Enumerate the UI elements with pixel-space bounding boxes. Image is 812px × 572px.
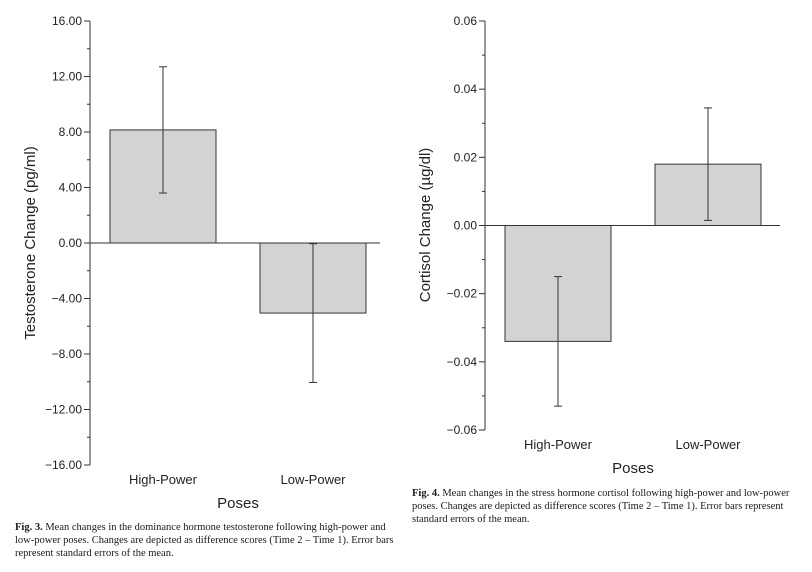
chart2-y-axis-title: Cortisol Change (µg/dl): [417, 148, 434, 303]
chart1-y-tick-label: −8.00: [52, 347, 83, 361]
chart1-y-tick-label: 16.00: [52, 14, 82, 28]
chart1-category-label: High-Power: [129, 472, 198, 487]
testosterone-chart: Testosterone Change (pg/ml) Poses 16.00 1…: [22, 14, 380, 512]
chart1-y-tick-label: −4.00: [52, 292, 83, 306]
figure-4-caption-text: Mean changes in the stress hormone corti…: [412, 488, 790, 525]
chart1-y-tick-label: 12.00: [52, 70, 82, 84]
figure-4-caption: Fig. 4. Mean changes in the stress hormo…: [412, 487, 797, 526]
figure-3-caption-text: Mean changes in the dominance hormone te…: [15, 522, 394, 559]
chart2-y-tick-label: 0.00: [454, 219, 478, 233]
figure-3-caption-label: Fig. 3.: [15, 522, 43, 533]
figure-4-caption-label: Fig. 4.: [412, 488, 440, 499]
chart1-y-tick-label: 4.00: [59, 181, 83, 195]
figure-3-caption: Fig. 3. Mean changes in the dominance ho…: [15, 521, 395, 560]
chart2-category-label: Low-Power: [675, 437, 741, 452]
chart2-y-tick-label: −0.02: [447, 287, 478, 301]
chart1-y-tick-label: 0.00: [59, 236, 83, 250]
chart1-y-tick-label: −16.00: [45, 458, 82, 472]
chart1-category-label: Low-Power: [280, 472, 346, 487]
chart2-category-label: High-Power: [524, 437, 593, 452]
chart2-x-axis-title: Poses: [612, 460, 654, 477]
chart1-y-tick-label: 8.00: [59, 125, 83, 139]
chart1-y-axis-title: Testosterone Change (pg/ml): [22, 146, 39, 339]
cortisol-chart: Cortisol Change (µg/dl) Poses 0.06 0.04 0.…: [417, 14, 780, 477]
chart1-y-tick-label: −12.00: [45, 403, 82, 417]
chart2-y-tick-label: −0.04: [447, 355, 478, 369]
chart2-y-tick-label: 0.02: [454, 150, 478, 164]
chart2-y-tick-label: 0.06: [454, 14, 478, 28]
chart2-y-tick-label: −0.06: [447, 423, 478, 437]
chart1-x-axis-title: Poses: [217, 495, 259, 512]
chart2-y-tick-label: 0.04: [454, 82, 478, 96]
